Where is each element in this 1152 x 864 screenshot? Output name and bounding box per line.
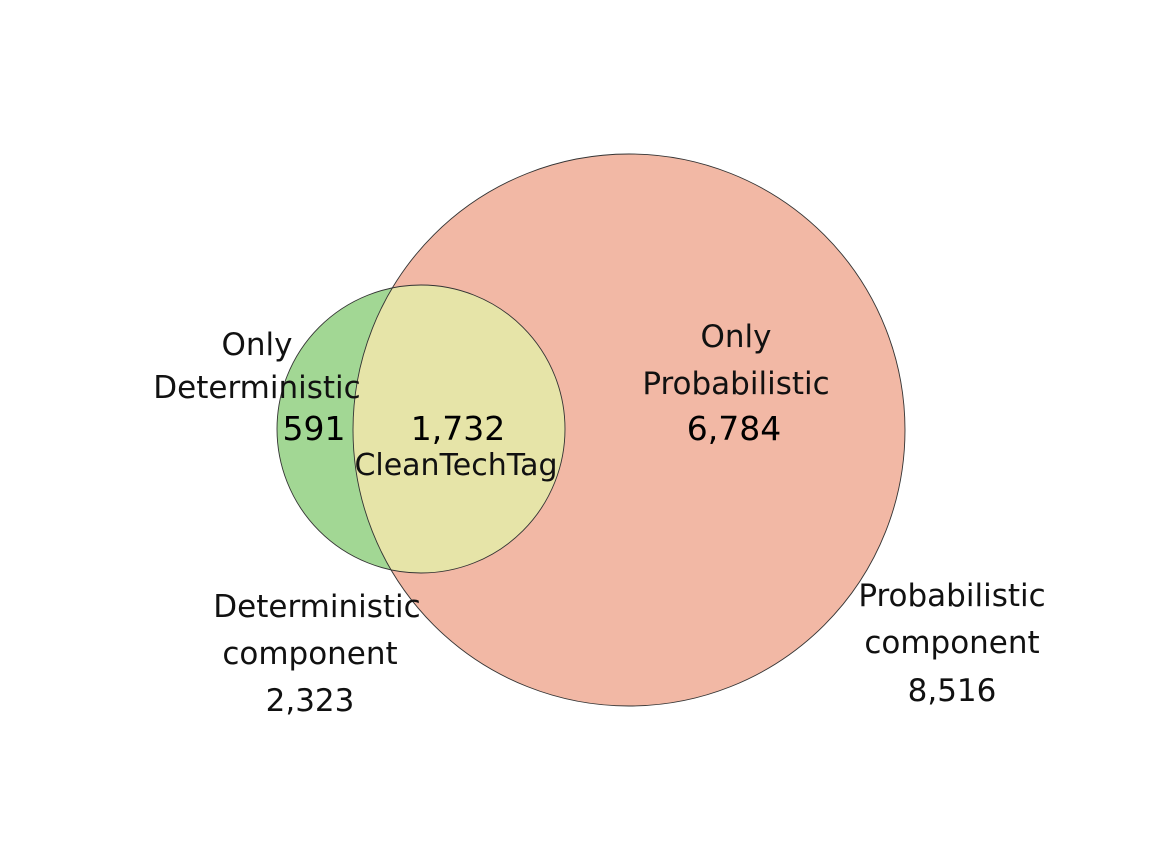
intersection-value: 1,732 — [411, 409, 505, 448]
only-deterministic-label-line-2: Deterministic — [153, 370, 360, 406]
probabilistic-set-total: 8,516 — [908, 673, 997, 709]
deterministic-set-total: 2,323 — [266, 683, 355, 719]
only-deterministic-value: 591 — [283, 409, 346, 448]
only-deterministic-label-line-1: Only — [221, 327, 292, 363]
intersection-label: CleanTechTag — [354, 448, 557, 483]
only-probabilistic-value: 6,784 — [687, 409, 781, 448]
probabilistic-set-label-line-2: component — [864, 625, 1039, 661]
deterministic-set-label-line-1: Deterministic — [213, 589, 420, 625]
probabilistic-set-label-line-1: Probabilistic — [858, 578, 1045, 614]
only-probabilistic-label-line-1: Only — [700, 319, 771, 355]
deterministic-set-outline — [276, 284, 566, 574]
deterministic-set-label-line-2: component — [222, 636, 397, 672]
only-probabilistic-label-line-2: Probabilistic — [642, 366, 829, 402]
